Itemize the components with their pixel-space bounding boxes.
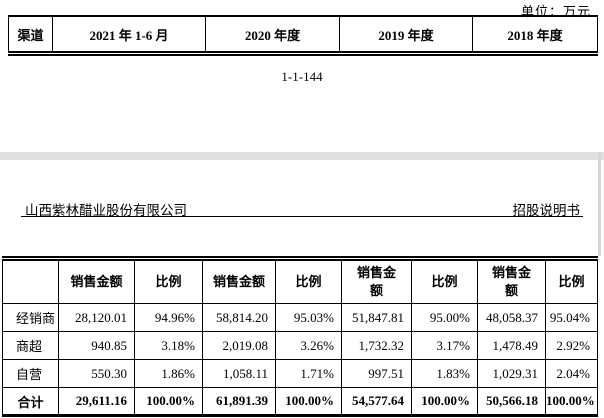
sales-header-empty: [2, 258, 59, 304]
ratio-cell: 2.04%: [545, 359, 598, 388]
ratio-cell: 100.00%: [545, 387, 598, 416]
channel-years-table: 渠道 2021 年 1-6 月 2020 年度 2019 年度 2018 年度: [8, 15, 598, 56]
amount-cell: 1,478.49: [477, 331, 546, 360]
ratio-cell: 95.03%: [275, 303, 342, 332]
company-name: 山西紫林醋业股份有限公司: [25, 203, 187, 218]
col-header-2021h1: 2021 年 1-6 月: [52, 15, 206, 54]
sales-row-total: 合计 29,611.16 100.00% 61,891.39 100.00% 5…: [2, 387, 598, 416]
row-label: 自营: [2, 359, 59, 388]
amount-cell: 29,611.16: [58, 387, 135, 416]
sales-header-ratio-2020: 比例: [275, 258, 342, 304]
amount-cell: 61,891.39: [202, 387, 276, 416]
page-edge-strip: [598, 152, 601, 256]
ratio-cell: 1.71%: [275, 359, 342, 388]
amount-cell: 54,577.64: [341, 387, 412, 416]
ratio-cell: 1.83%: [411, 359, 478, 388]
sales-header-amount-2021h1: 销售金额: [58, 258, 135, 304]
amount-cell: 58,814.20: [202, 303, 276, 332]
row-label: 经销商: [2, 303, 59, 332]
amount-cell: 997.51: [341, 359, 412, 388]
sales-header-ratio-2019: 比例: [411, 258, 478, 304]
ratio-cell: 100.00%: [411, 387, 478, 416]
page-number: 1-1-144: [281, 69, 323, 84]
sales-header-amount-2018: 销售金 额: [477, 258, 546, 304]
amount-cell: 550.30: [58, 359, 135, 388]
doc-type-label: 招股说明书: [512, 203, 581, 218]
ratio-cell: 100.00%: [275, 387, 342, 416]
amount-cell: 48,058.37: [477, 303, 546, 332]
ratio-cell: 1.86%: [134, 359, 203, 388]
amount-cell: 2,019.08: [202, 331, 276, 360]
ratio-cell: 95.04%: [545, 303, 598, 332]
sales-header-row: 销售金额 比例 销售金额 比例 销售金 额 比例 销售金 额 比例: [2, 258, 598, 304]
sales-header-ratio-2021h1: 比例: [134, 258, 203, 304]
running-header: 山西紫林醋业股份有限公司 招股说明书: [25, 199, 580, 219]
col-header-2020: 2020 年度: [205, 15, 340, 54]
amount-cell: 1,029.31: [477, 359, 546, 388]
ratio-cell: 94.96%: [134, 303, 203, 332]
sales-header-amount-2020: 销售金额: [202, 258, 276, 304]
amount-cell: 28,120.01: [58, 303, 135, 332]
amount-cell: 1,732.32: [341, 331, 412, 360]
amount-cell: 51,847.81: [341, 303, 412, 332]
col-header-2019: 2019 年度: [339, 15, 473, 54]
ratio-cell: 3.26%: [275, 331, 342, 360]
amount-cell: 940.85: [58, 331, 135, 360]
header-rule: [21, 216, 583, 217]
sales-row-supermarket: 商超 940.85 3.18% 2,019.08 3.26% 1,732.32 …: [2, 331, 598, 360]
sales-header-amount-2019: 销售金 额: [341, 258, 412, 304]
ratio-cell: 3.17%: [411, 331, 478, 360]
amount-cell: 1,058.11: [202, 359, 276, 388]
col-header-2018: 2018 年度: [472, 15, 598, 54]
sales-header-ratio-2018: 比例: [545, 258, 598, 304]
ratio-cell: 3.18%: [134, 331, 203, 360]
sales-row-distributor: 经销商 28,120.01 94.96% 58,814.20 95.03% 51…: [2, 303, 598, 332]
sales-by-channel-table: 销售金额 比例 销售金额 比例 销售金 额 比例 销售金 额 比例 经销商 28…: [2, 256, 598, 417]
row-label: 商超: [2, 331, 59, 360]
col-header-channel: 渠道: [8, 15, 53, 54]
ratio-cell: 100.00%: [134, 387, 203, 416]
ratio-cell: 95.00%: [411, 303, 478, 332]
ratio-cell: 2.92%: [545, 331, 598, 360]
sales-row-self-operated: 自营 550.30 1.86% 1,058.11 1.71% 997.51 1.…: [2, 359, 598, 388]
row-label: 合计: [2, 387, 59, 416]
page-separator: [0, 152, 604, 160]
amount-cell: 50,566.18: [477, 387, 546, 416]
channel-years-header-row: 渠道 2021 年 1-6 月 2020 年度 2019 年度 2018 年度: [8, 15, 598, 54]
